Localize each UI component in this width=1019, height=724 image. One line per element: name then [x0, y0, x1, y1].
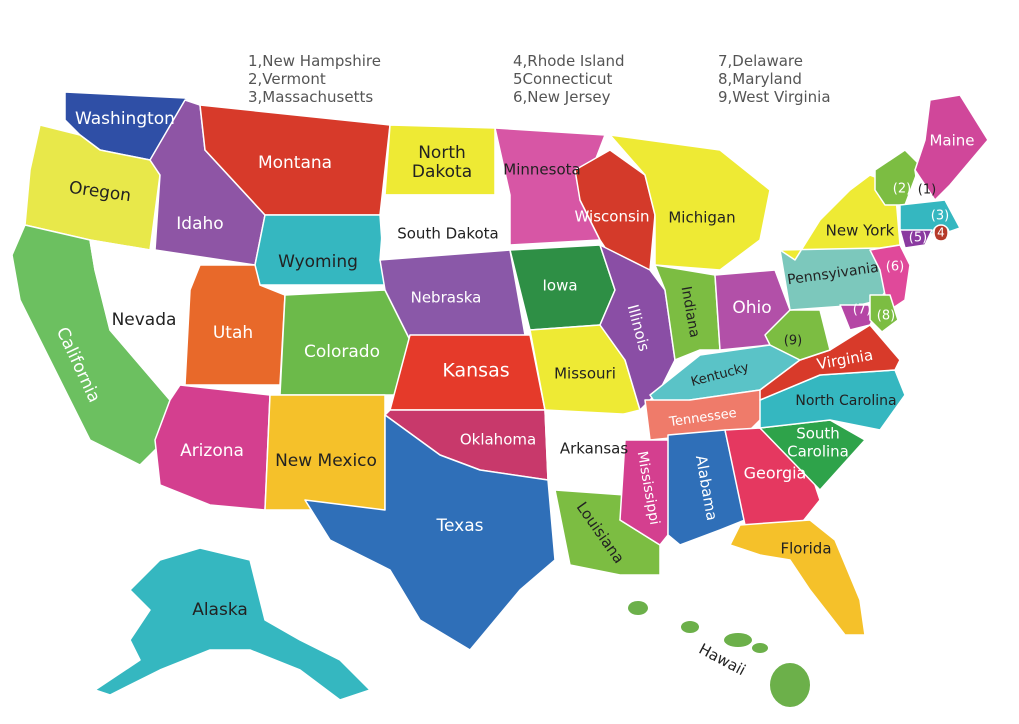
label-utah: Utah — [213, 323, 253, 343]
label-arizona: Arizona — [180, 441, 244, 461]
island — [628, 601, 648, 615]
state-wyoming — [254, 214, 386, 286]
label-west-virginia: (9) — [784, 334, 802, 349]
label-texas: Texas — [436, 516, 484, 536]
label-alaska: Alaska — [192, 600, 248, 620]
state-texas — [304, 414, 556, 651]
state-oregon — [24, 124, 161, 251]
legend-item: 8,Maryland — [718, 70, 802, 88]
label-north-carolina: North Carolina — [795, 393, 896, 409]
label-ohio: Ohio — [732, 298, 771, 318]
island — [681, 621, 699, 633]
label-wisconsin: Wisconsin — [575, 208, 650, 226]
label-south-carolina-2: Carolina — [787, 443, 849, 461]
label-washington: Washington — [75, 109, 175, 129]
label-north-dakota-1: North — [418, 143, 466, 163]
label-nevada: Nevada — [112, 310, 177, 330]
label-new-jersey: (6) — [886, 260, 904, 275]
label-kansas: Kansas — [442, 360, 509, 382]
state-florida — [729, 519, 866, 636]
state-maine — [914, 94, 989, 201]
state-vermont — [874, 149, 921, 206]
legend-item: 4,Rhode Island — [513, 52, 625, 70]
legend-item: 2,Vermont — [248, 70, 326, 88]
label-maine: Maine — [929, 132, 974, 150]
legend: 1,New Hampshire 2,Vermont 3,Massachusett… — [248, 52, 831, 106]
state-new-jersey — [869, 244, 911, 311]
label-vermont: (2) — [893, 182, 911, 197]
label-south-dakota: South Dakota — [397, 225, 499, 243]
label-colorado: Colorado — [304, 342, 380, 362]
legend-item: 9,West Virginia — [718, 88, 831, 106]
label-oklahoma: Oklahoma — [460, 431, 536, 449]
label-michigan: Michigan — [668, 209, 735, 227]
label-delaware: (7) — [853, 303, 871, 318]
label-maryland: (8) — [877, 309, 895, 324]
state-mississippi — [619, 439, 671, 546]
label-massachusetts: (3) — [931, 209, 949, 224]
state-alaska — [94, 547, 371, 701]
state-michigan — [609, 134, 771, 271]
state-arkansas — [544, 409, 641, 491]
state-hawaii — [628, 601, 810, 707]
label-north-dakota-2: Dakota — [412, 162, 472, 182]
label-minnesota: Minnesota — [503, 161, 580, 179]
label-rhode-island: (4) — [933, 226, 950, 240]
label-iowa: Iowa — [542, 277, 577, 295]
state-rhode-island — [932, 224, 950, 242]
label-new-mexico: New Mexico — [275, 451, 377, 471]
island — [752, 643, 768, 653]
legend-item: 3,Massachusetts — [248, 88, 373, 106]
state-maryland — [869, 294, 899, 333]
state-connecticut — [899, 229, 933, 249]
legend-item: 7,Delaware — [718, 52, 803, 70]
label-nebraska: Nebraska — [411, 289, 482, 307]
label-idaho: Idaho — [176, 214, 223, 234]
label-arkansas: Arkansas — [560, 440, 629, 458]
label-new-hampshire: (1) — [918, 183, 936, 198]
island — [724, 633, 752, 647]
label-connecticut: (5) — [909, 231, 927, 246]
label-florida: Florida — [780, 540, 831, 558]
label-wyoming: Wyoming — [278, 252, 358, 272]
label-montana: Montana — [258, 153, 332, 173]
label-georgia: Georgia — [744, 464, 807, 483]
label-new-york: New York — [826, 222, 895, 240]
legend-item: 5Connecticut — [513, 70, 612, 88]
legend-item: 6,New Jersey — [513, 88, 611, 106]
island — [770, 663, 810, 707]
label-south-carolina-1: South — [796, 425, 840, 443]
legend-item: 1,New Hampshire — [248, 52, 381, 70]
label-missouri: Missouri — [554, 365, 616, 383]
